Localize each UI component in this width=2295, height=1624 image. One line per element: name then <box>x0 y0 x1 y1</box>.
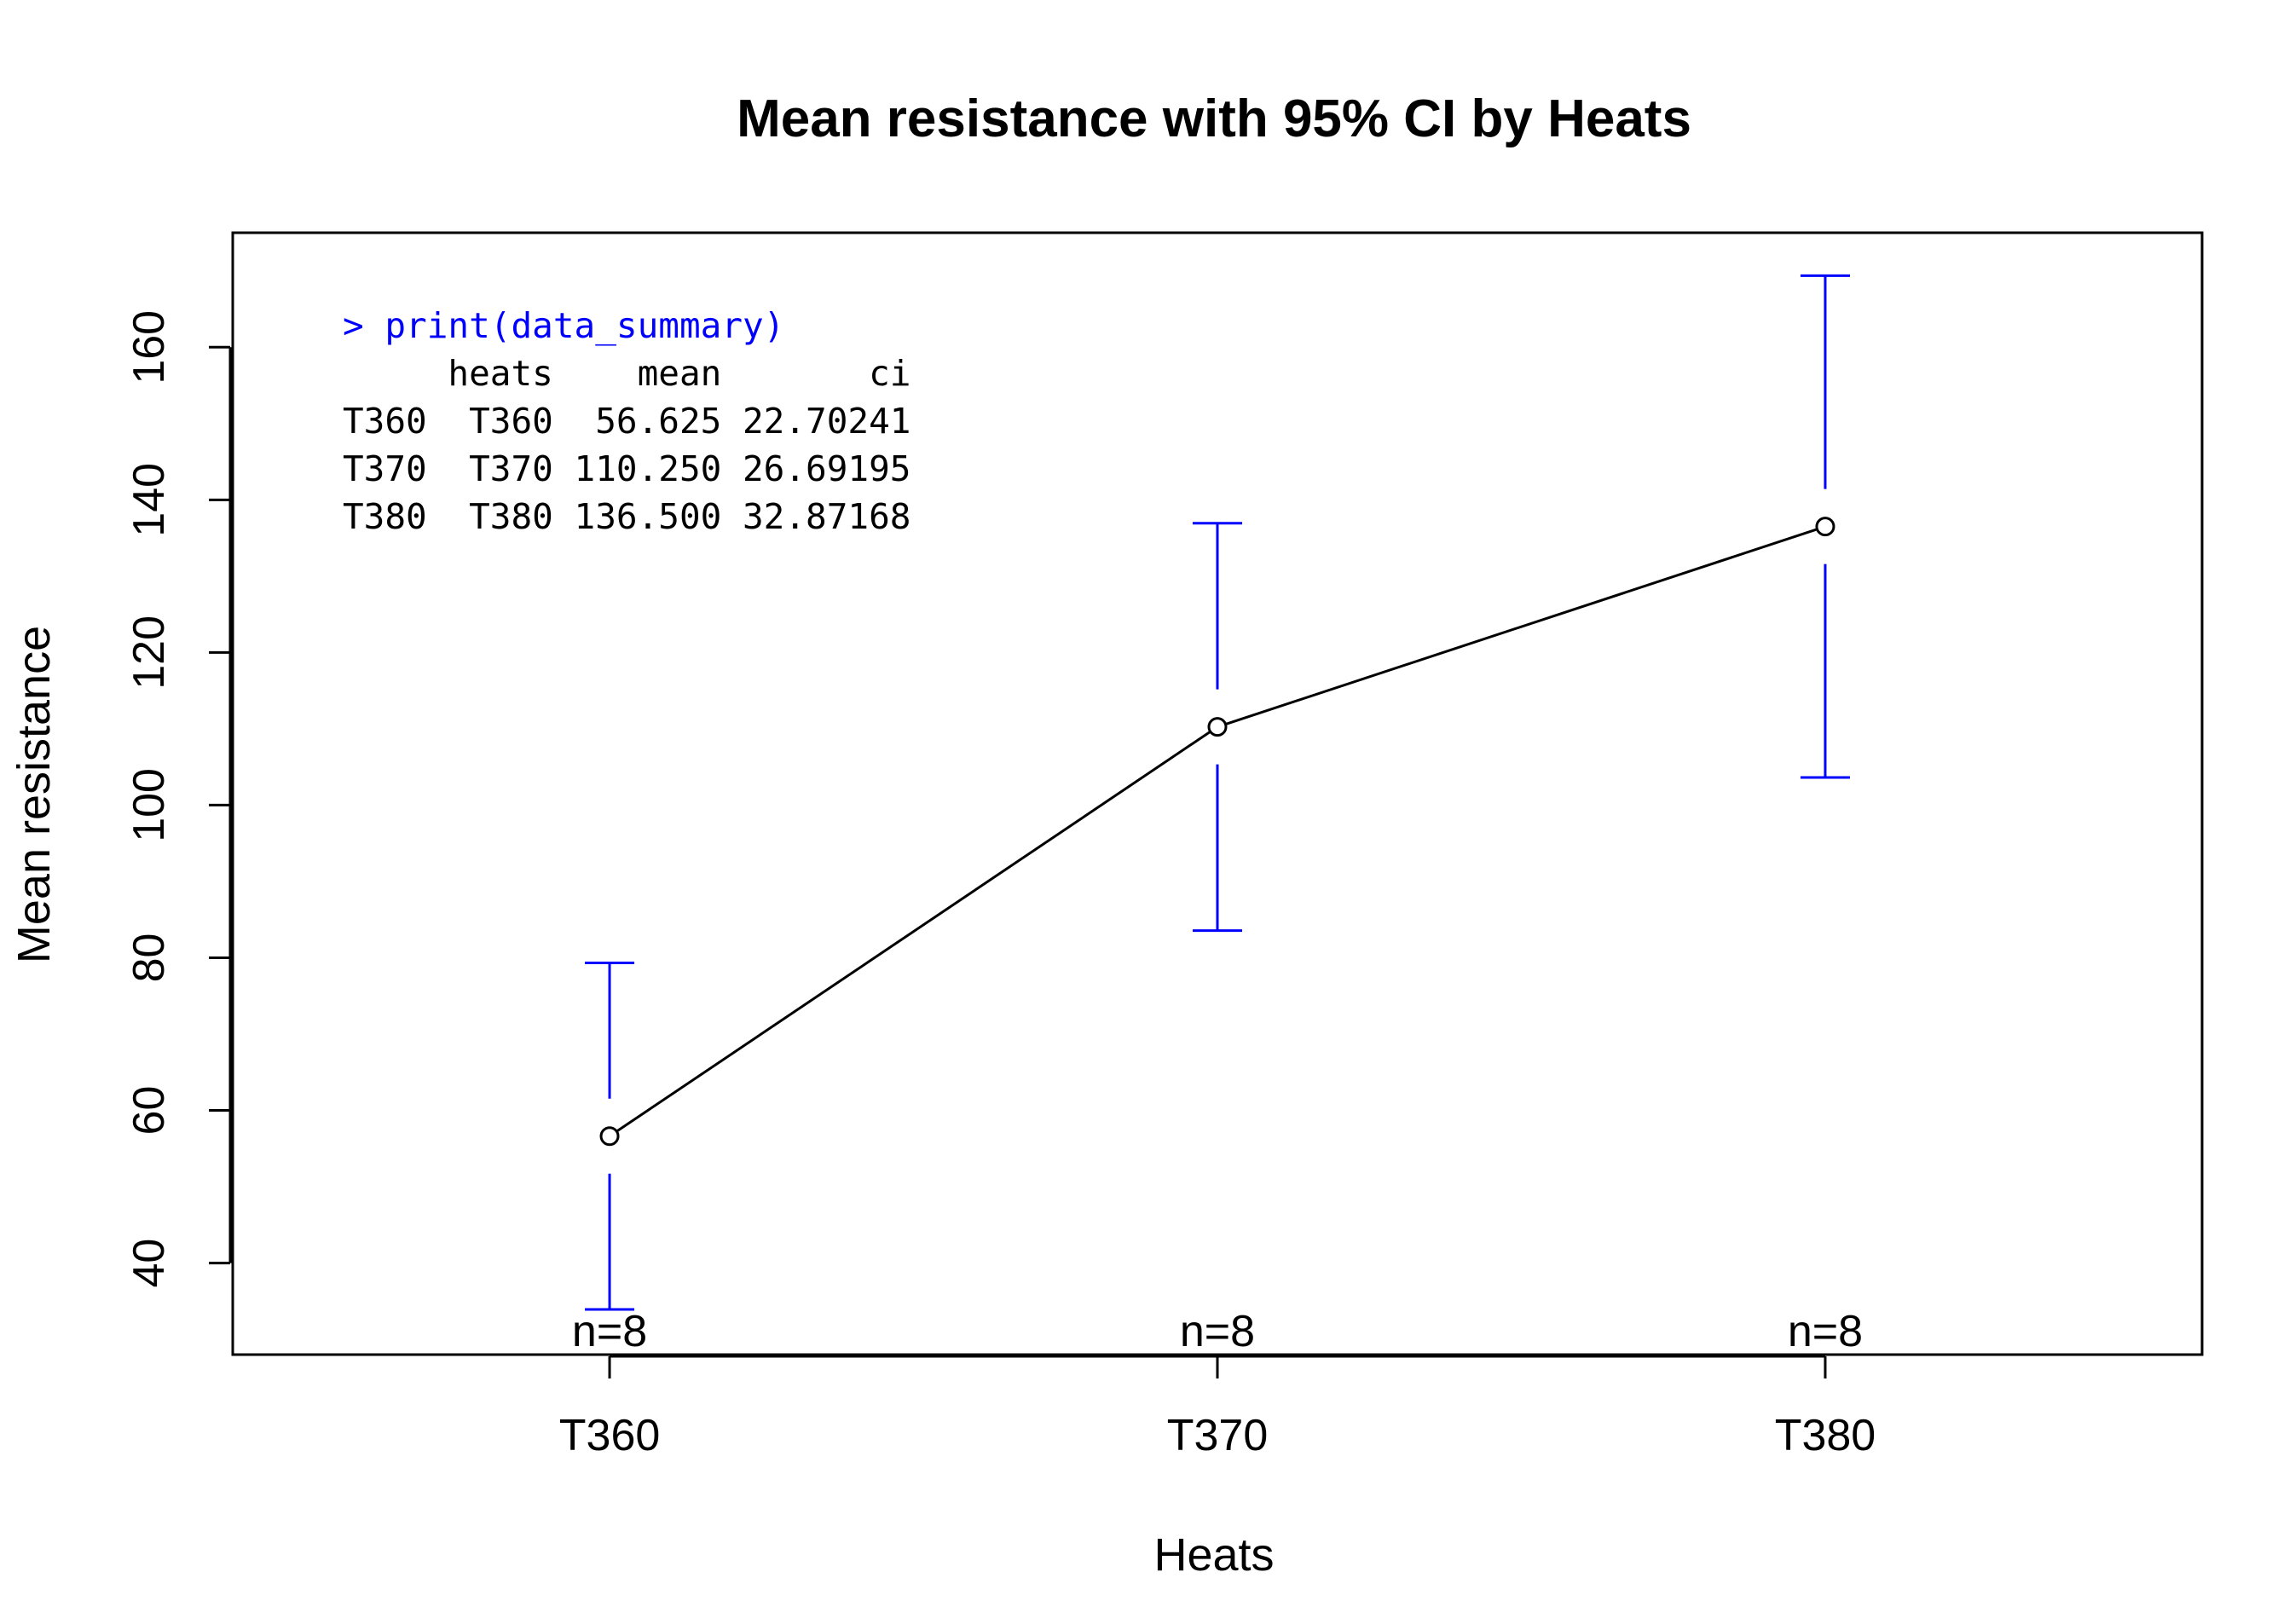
x-tick-label: T370 <box>1167 1411 1269 1460</box>
y-tick-label: 160 <box>124 310 174 384</box>
y-tick-label: 100 <box>124 768 174 842</box>
y-tick-label: 120 <box>124 616 174 690</box>
chart-title: Mean resistance with 95% CI by Heats <box>737 90 1691 148</box>
y-tick-label: 140 <box>124 463 174 537</box>
console-line: T370 T370 110.250 26.69195 <box>343 448 910 489</box>
mean-point <box>1815 517 1835 537</box>
n-label: n=8 <box>572 1307 647 1356</box>
console-command: > print(data_summary) <box>343 305 784 346</box>
error-bars <box>585 274 1850 1311</box>
x-tick-label: T380 <box>1775 1411 1876 1460</box>
console-line: heats mean ci <box>343 353 910 394</box>
mean-point <box>599 1126 620 1147</box>
x-axis: T360 T370 T380 <box>559 1355 1876 1460</box>
console-output: > print(data_summary) heats mean ci T360… <box>343 305 910 537</box>
mean-line-segment <box>616 731 1211 1133</box>
mean-point <box>1207 717 1228 737</box>
y-tick-label: 40 <box>124 1239 174 1288</box>
x-axis-label: Heats <box>1153 1529 1274 1581</box>
console-line: T360 T360 56.625 22.70241 <box>343 401 910 442</box>
x-tick-label: T360 <box>559 1411 661 1460</box>
mean-line <box>599 517 1835 1147</box>
n-labels: n=8 n=8 n=8 <box>572 1307 1863 1356</box>
n-label: n=8 <box>1788 1307 1863 1356</box>
console-line: T380 T380 136.500 32.87168 <box>343 496 910 537</box>
y-axis: 40 60 80 100 120 140 160 <box>124 310 232 1288</box>
mean-line-segment <box>1225 528 1818 725</box>
y-tick-label: 80 <box>124 933 174 983</box>
plot-frame <box>231 231 2204 1356</box>
y-axis-label: Mean resistance <box>9 626 60 963</box>
n-label: n=8 <box>1180 1307 1255 1356</box>
y-tick-label: 60 <box>124 1086 174 1136</box>
